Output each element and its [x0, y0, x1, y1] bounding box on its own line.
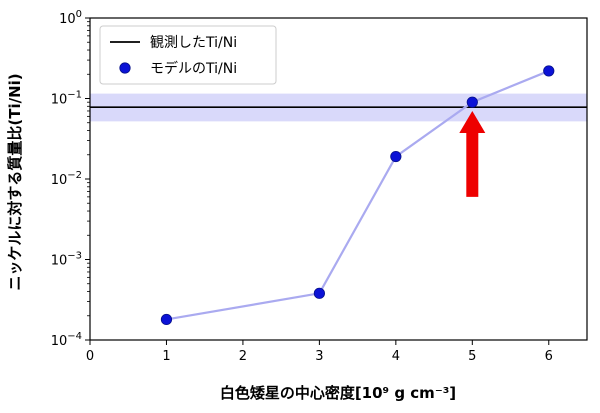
data-point-5 — [543, 65, 555, 77]
legend-label: モデルのTi/Ni — [150, 60, 237, 77]
data-point-1 — [160, 313, 173, 326]
x-tick-label: 0 — [86, 349, 94, 364]
y-tick-label: 10−2 — [51, 170, 82, 188]
legend-marker-swatch — [119, 62, 131, 74]
ticks-layer: 0 1 2 3 4 5 6 10−4 10−3 10−2 10−1 100 — [51, 9, 553, 364]
data-point-2 — [313, 287, 325, 299]
legend-box — [99, 25, 277, 85]
data-point-3 — [390, 150, 402, 163]
y-tick-label: 10−3 — [51, 251, 82, 269]
data-point-4 — [466, 96, 478, 108]
y-axis-label: ニッケルに対する質量比(Ti/Ni) — [6, 73, 24, 290]
x-tick-label: 4 — [392, 349, 400, 364]
x-tick-label: 1 — [162, 349, 170, 364]
x-tick-label: 6 — [545, 349, 553, 364]
x-tick-label: 5 — [468, 349, 476, 364]
x-tick-label: 3 — [315, 349, 323, 364]
red-arrow-annotation — [459, 110, 486, 197]
legend-label: 観測したTi/Ni — [150, 34, 237, 51]
y-tick-label: 10−4 — [51, 331, 82, 349]
legend: 観測したTi/Ni モデルのTi/Ni — [99, 25, 277, 85]
arrow-layer — [459, 110, 486, 197]
y-tick-label: 100 — [59, 9, 82, 27]
series-layer — [160, 65, 555, 326]
x-axis-label: 白色矮星の中心密度[10⁹ g cm⁻³] — [220, 384, 456, 402]
x-tick-label: 2 — [239, 349, 247, 364]
observed-band-layer — [90, 93, 587, 122]
y-tick-label: 10−1 — [51, 90, 82, 108]
